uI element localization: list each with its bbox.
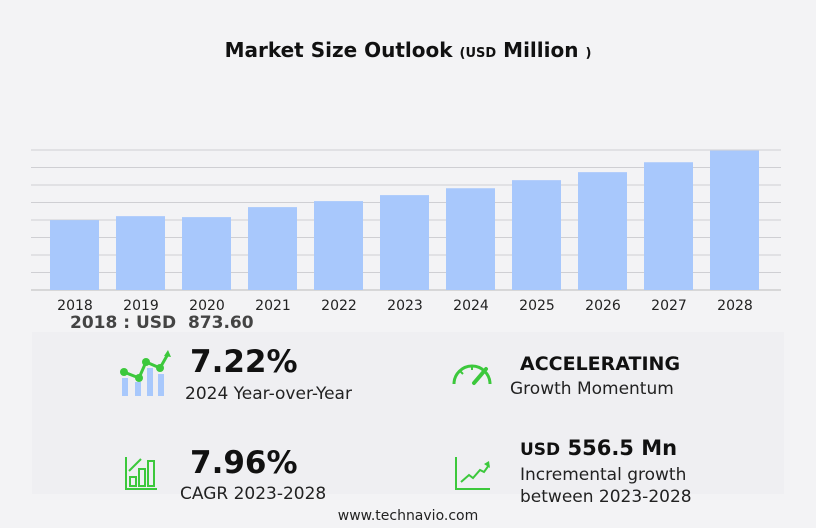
x-tick-label: 2023 <box>387 298 423 314</box>
bar-2020 <box>182 217 231 290</box>
bar-2025 <box>512 180 561 290</box>
x-tick-label: 2021 <box>255 298 291 314</box>
bar-2028 <box>710 150 759 290</box>
bar-2019 <box>116 216 165 290</box>
bar-2022 <box>314 201 363 290</box>
bar-2018 <box>50 220 99 290</box>
title-unit: Million <box>503 38 579 62</box>
incremental-value: USD 556.5 Mn <box>520 436 677 460</box>
chart-growth-icon <box>120 350 171 396</box>
bar-2026 <box>578 172 627 290</box>
x-tick-label: 2027 <box>651 298 687 314</box>
incremental-period: between 2023-2028 <box>520 487 692 507</box>
trend-line-icon <box>455 457 490 490</box>
title-paren: ) <box>585 46 592 61</box>
cagr-value: 7.96% <box>190 445 298 481</box>
incremental-amount: 556.5 Mn <box>567 436 678 460</box>
bar-2023 <box>380 195 429 290</box>
title-unit-small: USD <box>465 46 497 61</box>
bar-chart: 2018 2019 2020 2021 2022 2023 2024 2025 2026 2027… <box>31 149 781 314</box>
speedometer-icon <box>452 364 492 385</box>
yoy-label: 2024 Year-over-Year <box>185 384 352 404</box>
x-tick-label: 2028 <box>717 298 753 314</box>
title-paren: ( <box>459 46 466 61</box>
base-year-amount: 873.60 <box>187 313 254 333</box>
incremental-label: Incremental growth <box>520 465 687 485</box>
stats-panel <box>32 332 784 494</box>
bar-chart-up-icon <box>125 457 157 490</box>
base-year-label: 2018 : USD <box>70 313 177 333</box>
cagr-label: CAGR 2023-2028 <box>180 484 327 504</box>
momentum-label: Growth Momentum <box>510 379 674 399</box>
bar-2021 <box>248 207 297 290</box>
footer-website: www.technavio.com <box>337 508 479 524</box>
bar-2024 <box>446 188 495 290</box>
x-tick-label: 2025 <box>519 298 555 314</box>
x-tick-label: 2026 <box>585 298 621 314</box>
yoy-value: 7.22% <box>190 344 298 380</box>
x-tick-label: 2024 <box>453 298 489 314</box>
bar-2027 <box>644 162 693 290</box>
momentum-value: ACCELERATING <box>520 353 681 375</box>
x-tick-label: 2022 <box>321 298 357 314</box>
base-year-value: 2018 : USD 873.60 <box>70 313 254 333</box>
x-tick-label: 2020 <box>189 298 225 314</box>
x-tick-label: 2019 <box>123 298 159 314</box>
incremental-prefix: USD <box>520 440 561 460</box>
x-tick-label: 2018 <box>57 298 93 314</box>
title-main: Market Size Outlook <box>224 38 453 62</box>
chart-title: Market Size Outlook (USD Million ) <box>0 38 816 62</box>
